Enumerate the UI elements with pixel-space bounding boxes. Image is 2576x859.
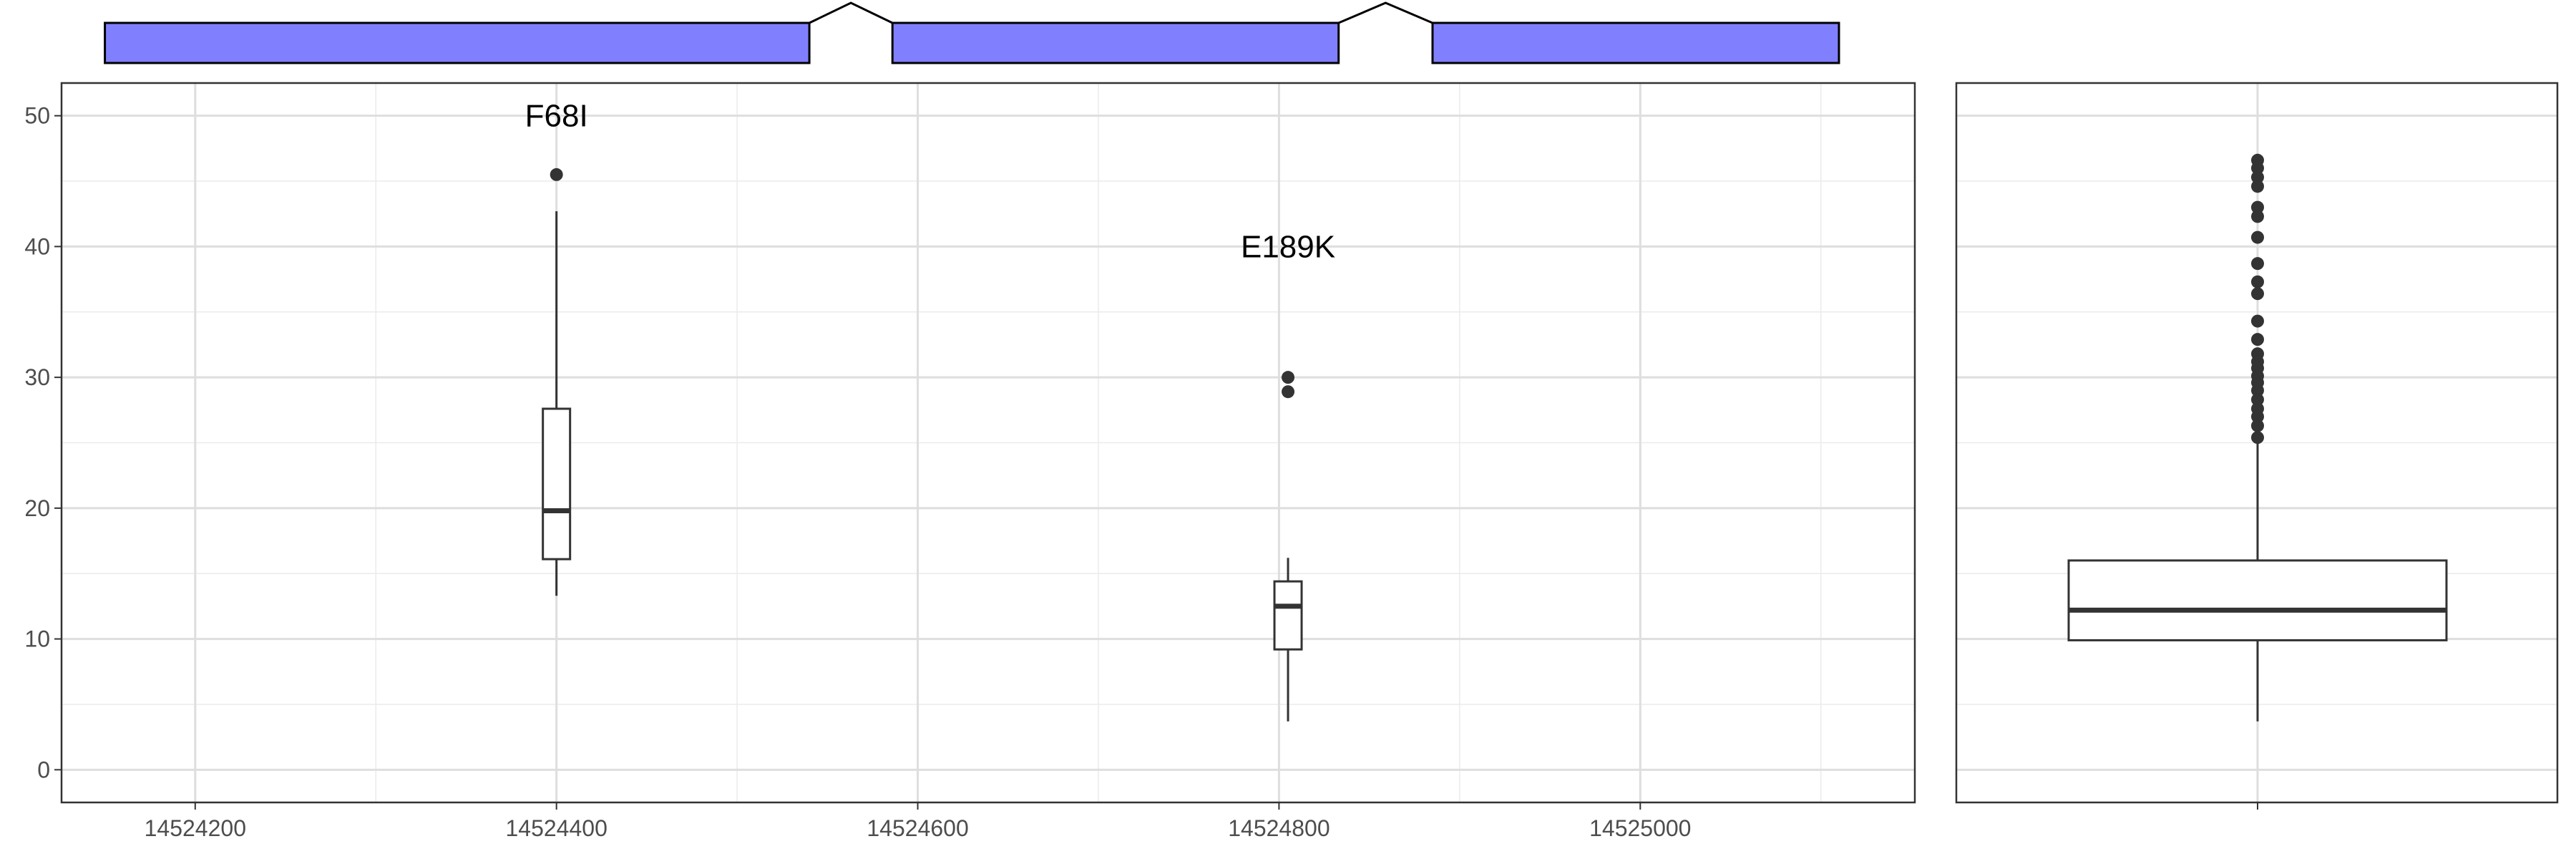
y-tick-label: 20 (24, 495, 50, 521)
outlier-point (2251, 314, 2264, 328)
y-tick-label: 40 (24, 233, 50, 259)
y-tick-label: 50 (24, 103, 50, 129)
outlier-point (550, 168, 563, 181)
box-iqr (542, 407, 572, 560)
x-tick-label: 14524400 (505, 815, 607, 841)
mutation-label: F68I (525, 99, 588, 134)
x-tick-label: 14524600 (867, 815, 968, 841)
y-tick-label: 10 (24, 626, 50, 652)
outlier-point (2251, 230, 2264, 244)
y-tick-label: 0 (37, 757, 50, 782)
x-tick-label: 14525000 (1589, 815, 1691, 841)
outlier-point (2251, 210, 2264, 223)
outlier-point (2251, 180, 2264, 193)
panel-border (1955, 82, 2559, 804)
main-boxplot-panel: 0 10 20 30 40 50 14524200 14524400 14524600 14524… (24, 82, 1916, 841)
outlier-point (2251, 275, 2264, 288)
exon-block (104, 21, 811, 64)
box-iqr (1273, 580, 1303, 651)
mutation-label: E189K (1241, 229, 1335, 264)
outlier-point (2251, 170, 2264, 184)
outlier-point (2251, 200, 2264, 214)
intron-connector (1338, 1, 1433, 24)
panel-border (60, 82, 1916, 804)
box-iqr (2067, 559, 2448, 641)
x-tick-label: 14524800 (1228, 815, 1330, 841)
outlier-point (1282, 371, 1295, 384)
outlier-point (2251, 384, 2264, 397)
outlier-point (2251, 431, 2264, 445)
overall-boxplot-panel (1955, 82, 2559, 810)
boxplot-F68I: F68I (525, 99, 588, 596)
gene-structure-track (104, 1, 1840, 64)
outlier-point (2251, 287, 2264, 301)
exon-block (1431, 21, 1840, 64)
boxplot-overall (2067, 153, 2448, 722)
outlier-point (2251, 161, 2264, 175)
outlier-point (1282, 385, 1295, 399)
outlier-point (2251, 333, 2264, 346)
x-tick-label: 14524200 (145, 815, 246, 841)
exon-block (891, 21, 1340, 64)
y-tick-label: 30 (24, 364, 50, 390)
outlier-point (2251, 393, 2264, 407)
boxplot-E189K: E189K (1241, 229, 1335, 722)
outlier-point (2251, 257, 2264, 271)
outlier-point (2251, 419, 2264, 432)
intron-connector (809, 1, 893, 24)
outlier-point (2251, 409, 2264, 423)
